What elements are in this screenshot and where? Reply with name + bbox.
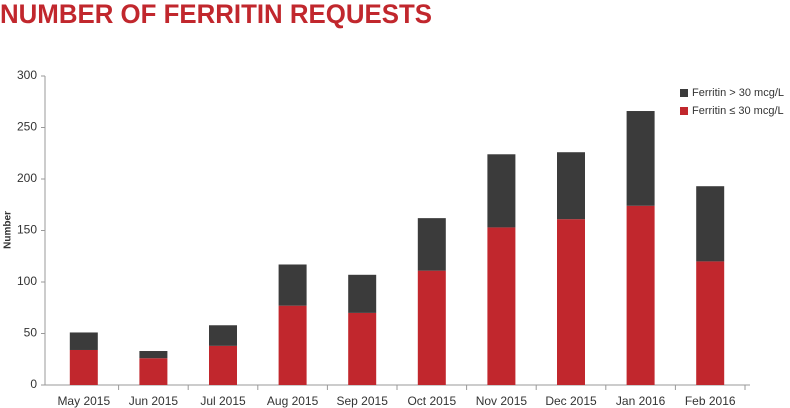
bar-segment [626,205,655,385]
bar-segment [348,274,377,313]
bar-segment [696,261,725,385]
x-tick-label: Dec 2015 [545,394,597,408]
x-tick-label: Jun 2015 [129,394,179,408]
bar-segment [69,332,98,350]
legend-swatch [680,89,688,97]
bar-segment [278,305,307,385]
bar-segment [209,345,237,385]
chart-title: NUMBER OF FERRITIN REQUESTS [0,0,432,29]
x-tick-label: Jan 2016 [616,394,666,408]
x-tick-label: Feb 2016 [685,394,736,408]
legend-label: Ferritin > 30 mcg/L [692,87,784,99]
bar-segment [696,186,725,262]
y-tick-label: 200 [17,171,37,185]
y-tick-label: 250 [17,120,37,134]
x-tick-label: Jul 2015 [200,394,246,408]
bar-segment [557,219,585,385]
x-tick-label: Aug 2015 [267,394,319,408]
x-tick-label: Nov 2015 [476,394,528,408]
bar-segment [626,111,655,206]
y-tick-label: 150 [17,223,37,237]
bar-segment [417,270,446,385]
bar-segment [139,351,168,359]
bar-segment [209,325,237,346]
y-tick-label: 100 [17,274,37,288]
bar-segment [487,227,516,385]
bar-segment [139,358,168,385]
bar-segment [557,152,585,220]
x-tick-label: Sep 2015 [337,394,389,408]
bar-segment [417,218,446,271]
bar-segment [348,312,377,385]
bar-segment [278,264,307,306]
y-axis-label: Number [3,211,14,249]
x-tick-label: May 2015 [57,394,110,408]
x-tick-label: Oct 2015 [407,394,456,408]
legend-swatch [680,107,688,115]
y-tick-label: 300 [17,68,37,82]
y-tick-label: 50 [24,326,38,340]
bar-segment [69,349,98,385]
bar-segment [487,154,516,228]
y-tick-label: 0 [30,377,37,391]
legend-label: Ferritin ≤ 30 mcg/L [692,105,784,117]
